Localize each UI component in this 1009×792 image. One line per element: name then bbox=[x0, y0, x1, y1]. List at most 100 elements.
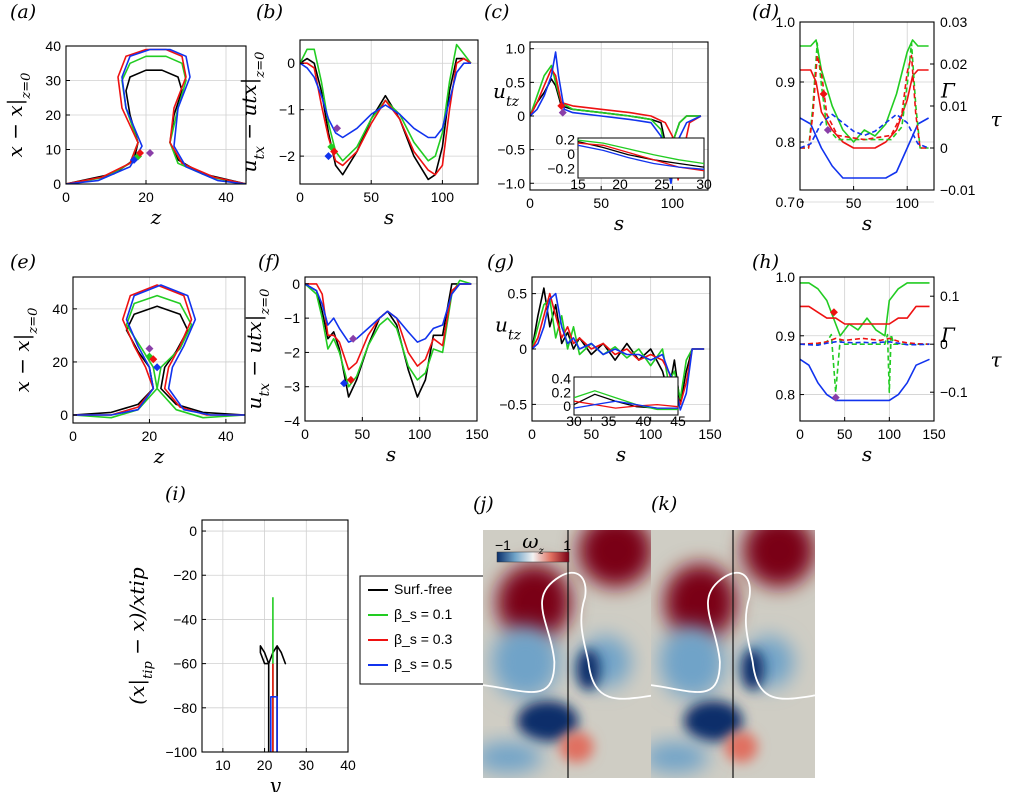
data-point-marker bbox=[149, 355, 158, 364]
y-tick-label: 30 bbox=[45, 73, 61, 89]
panel-label-b: (b) bbox=[256, 1, 283, 23]
panel-label-a: (a) bbox=[10, 1, 36, 23]
series-line bbox=[73, 284, 245, 416]
series-line bbox=[800, 333, 930, 393]
plot-frame bbox=[299, 39, 479, 185]
y-tick-label: 1.0 bbox=[506, 41, 526, 57]
colorbar-min-label: −1 bbox=[495, 537, 511, 553]
x-tick-label: 20 bbox=[142, 428, 158, 444]
x-tick-label: 150 bbox=[465, 426, 489, 442]
vorticity-blob bbox=[659, 625, 725, 699]
inset-x-tick-label: 30 bbox=[696, 176, 712, 192]
chart-panel-a: 0 20 40 0 10 20 30 40 z x − x|z=0 (a) bbox=[3, 1, 247, 229]
inset-y-tick-label: 0 bbox=[563, 398, 571, 414]
inset-y-tick-label: 0.2 bbox=[556, 132, 576, 148]
legend-entry: β_s = 0.5 bbox=[394, 656, 452, 672]
x-axis-label: s bbox=[616, 442, 626, 466]
plot-frame bbox=[799, 276, 935, 422]
x-tick-label: 40 bbox=[340, 757, 356, 773]
chart-panel-d: 0 50 100 1.0 0.9 0.8 0.7 0.03 0.02 0.01 0 −0.01 s Γτ (… bbox=[752, 1, 1002, 235]
series-line bbox=[305, 279, 472, 388]
x-axis-label: s bbox=[614, 211, 624, 235]
x-tick-label: 100 bbox=[661, 195, 685, 211]
inset-series-line bbox=[578, 144, 704, 170]
inset-y-tick-label: 0.4 bbox=[552, 370, 572, 386]
x-tick-label: 0 bbox=[526, 195, 534, 211]
colorbar-label: ωz bbox=[522, 529, 544, 557]
inset-x-tick-label: 25 bbox=[654, 176, 670, 192]
y-tick-label: 0.5 bbox=[506, 74, 526, 90]
x-tick-label: 20 bbox=[257, 757, 273, 773]
x-tick-label: 0 bbox=[69, 428, 77, 444]
series-line bbox=[270, 696, 278, 752]
x-axis-label: s bbox=[862, 442, 872, 466]
vorticity-blob bbox=[724, 731, 758, 763]
y-tick-label: −40 bbox=[173, 611, 197, 627]
y-tick-label: −20 bbox=[173, 567, 197, 583]
series-line bbox=[73, 284, 245, 416]
data-point-marker bbox=[145, 344, 154, 353]
data-point-marker bbox=[558, 108, 567, 117]
colorbar bbox=[496, 551, 570, 563]
inset-c: 15 20 25 30 0.20−0.2 bbox=[547, 132, 712, 192]
y-tick-label: −80 bbox=[173, 700, 197, 716]
y-tick-label: 10 bbox=[45, 142, 61, 158]
x-tick-label: 100 bbox=[896, 195, 920, 211]
x-tick-label: 20 bbox=[138, 189, 154, 205]
series-line bbox=[66, 55, 246, 184]
vorticity-blob bbox=[496, 563, 572, 642]
y-tick-label: −0.5 bbox=[499, 396, 527, 412]
x-tick-label: 0 bbox=[62, 189, 70, 205]
interface-contour bbox=[651, 571, 815, 700]
y-tick-label: 20 bbox=[52, 354, 68, 370]
y-tick-label: 1.0 bbox=[776, 14, 796, 30]
y-tick-label: 0 bbox=[519, 341, 527, 357]
y-tick-label: −100 bbox=[165, 744, 197, 760]
data-point-marker bbox=[130, 155, 138, 164]
y-tick-label: −4 bbox=[284, 413, 300, 429]
data-point-marker bbox=[346, 375, 355, 384]
plot-frame bbox=[72, 276, 246, 424]
inset-y-tick-label: −0.2 bbox=[547, 161, 575, 177]
y-axis-label: utz bbox=[493, 79, 520, 110]
inset-x-tick-label: 40 bbox=[636, 413, 652, 429]
y-tick-label: −1 bbox=[284, 310, 300, 326]
panel-label-h: (h) bbox=[752, 251, 779, 273]
inset-y-tick-label: 0.2 bbox=[552, 384, 572, 400]
vorticity-field-j: (j) −1 1 ωz bbox=[473, 493, 653, 778]
inset-x-tick-label: 15 bbox=[570, 176, 586, 192]
inset-x-tick-label: 45 bbox=[670, 413, 686, 429]
series-line bbox=[800, 282, 930, 337]
y-tick-label: −60 bbox=[173, 656, 197, 672]
data-point-marker bbox=[324, 152, 333, 161]
x-axis-label: z bbox=[150, 205, 162, 229]
y-axis-label: (x|tip − x)/xtip bbox=[125, 567, 156, 705]
y-tick-label: 20 bbox=[45, 107, 61, 123]
y-axis-label: utx − utx|z=0 bbox=[237, 52, 268, 173]
y-tick-label: 0.8 bbox=[776, 134, 796, 150]
y-tick-label: 0.9 bbox=[776, 328, 796, 344]
x-tick-label: 50 bbox=[593, 195, 609, 211]
y-tick-label: 0.7 bbox=[776, 194, 796, 210]
vorticity-blob bbox=[664, 563, 737, 642]
panel-label-g: (g) bbox=[487, 251, 514, 273]
y-tick-label: 0 bbox=[53, 176, 61, 192]
data-point-marker bbox=[136, 148, 144, 157]
data-point-marker bbox=[333, 124, 342, 133]
x-tick-label: 0 bbox=[528, 426, 536, 442]
x-axis-label: s bbox=[384, 205, 394, 229]
series-line bbox=[800, 337, 930, 345]
series-line bbox=[800, 54, 929, 149]
data-point-marker bbox=[831, 393, 840, 402]
panel-label-k: (k) bbox=[651, 493, 677, 515]
inset-series-line bbox=[578, 139, 704, 165]
inset-x-tick-label: 20 bbox=[612, 176, 628, 192]
y-tick-label: 0 bbox=[287, 55, 295, 71]
y-tick-label: 0 bbox=[292, 276, 300, 292]
x-tick-label: 0 bbox=[796, 195, 804, 211]
inset-x-tick-label: 35 bbox=[601, 413, 617, 429]
x-tick-label: 50 bbox=[355, 426, 371, 442]
x-tick-label: 100 bbox=[431, 189, 455, 205]
tau-axis-label: τ bbox=[990, 347, 1002, 371]
y2-tick-label: 0.03 bbox=[940, 14, 967, 30]
